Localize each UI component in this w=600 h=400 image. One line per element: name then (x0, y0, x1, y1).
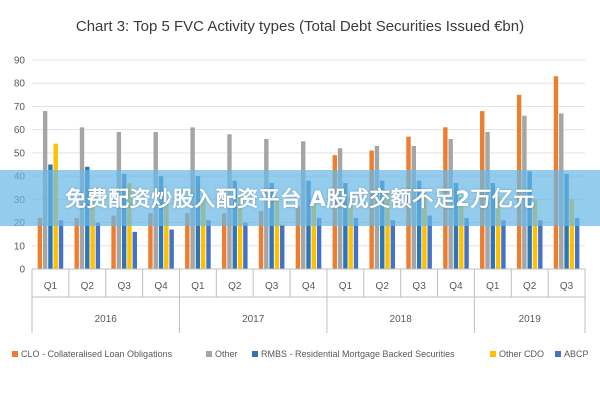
bar-rmbs (343, 183, 348, 269)
x-tick-label: Q1 (339, 281, 353, 292)
legend-swatch-rmbs (252, 351, 258, 357)
legend-swatch-abcp (555, 351, 561, 357)
promo-banner-text: 免费配资炒股入配资平台 A股成交额不足2万亿元 (65, 187, 535, 211)
y-tick-label: 70 (14, 102, 26, 113)
y-tick-label: 80 (14, 79, 26, 90)
bar-abcp (538, 220, 543, 269)
legend-label-rmbs: RMBS - Residential Mortgage Backed Secur… (261, 349, 455, 359)
legend-swatch-cdo (490, 351, 496, 357)
bar-rmbs (453, 183, 459, 269)
chart-title: Chart 3: Top 5 FVC Activity types (Total… (76, 18, 524, 35)
x-tick-label: Q2 (81, 281, 95, 292)
x-tick-label: Q4 (154, 281, 168, 292)
bar-rmbs (269, 183, 274, 269)
bar-cdo (201, 199, 206, 269)
y-tick-label: 10 (14, 241, 26, 252)
bar-clo (37, 217, 43, 269)
y-tick-label: 0 (19, 265, 25, 276)
x-tick-label: Q3 (560, 281, 574, 292)
bar-clo (74, 217, 79, 269)
bar-cdo (569, 199, 575, 269)
bar-abcp (574, 217, 580, 269)
bar-cdo (348, 197, 353, 269)
bar-cdo (274, 197, 280, 269)
bar-abcp (169, 229, 174, 269)
bar-abcp (501, 220, 506, 269)
x-tick-label: Q2 (228, 281, 242, 292)
legend-swatch-other (206, 351, 212, 357)
year-label: 2018 (390, 314, 413, 325)
y-axis-ticks: 0102030405060708090 (14, 56, 26, 276)
year-label: 2019 (519, 314, 542, 325)
bar-rmbs (490, 183, 496, 269)
bar-abcp (58, 220, 64, 269)
bar-cdo (532, 199, 538, 269)
x-tick-label: Q3 (265, 281, 279, 292)
x-tick-label: Q4 (302, 281, 316, 292)
bar-abcp (206, 220, 211, 269)
year-label: 2016 (95, 314, 118, 325)
bar-cdo (311, 199, 316, 269)
bar-abcp (427, 215, 432, 269)
bar-abcp (353, 217, 359, 269)
bar-cdo (459, 197, 464, 269)
bar-abcp (243, 222, 248, 269)
year-label: 2017 (242, 314, 265, 325)
bar-cdo (127, 183, 132, 269)
bar-abcp (132, 231, 137, 269)
y-tick-label: 60 (14, 125, 26, 136)
legend-label-clo: CLO - Collateralised Loan Obligations (21, 349, 173, 359)
x-tick-label: Q4 (449, 281, 463, 292)
bar-clo (148, 213, 153, 269)
bar-clo (295, 206, 301, 269)
bar-clo (258, 210, 264, 269)
bar-clo (221, 213, 227, 269)
x-tick-label: Q1 (191, 281, 205, 292)
legend-label-cdo: Other CDO (499, 349, 544, 359)
bar-cdo (385, 192, 390, 269)
bar-abcp (390, 220, 396, 269)
bar-abcp (464, 217, 469, 269)
legend-label-other: Other (215, 349, 238, 359)
x-tick-label: Q2 (523, 281, 537, 292)
promo-banner[interactable]: 免费配资炒股入配资平台 A股成交额不足2万亿元 (0, 170, 600, 226)
x-tick-label: Q2 (376, 281, 390, 292)
y-tick-label: 50 (14, 148, 26, 159)
x-tick-label: Q3 (412, 281, 426, 292)
bar-clo (111, 215, 116, 269)
bar-abcp (316, 217, 322, 269)
x-tick-label: Q1 (44, 281, 58, 292)
bar-abcp (280, 224, 285, 269)
x-axis: Q1 Q2 Q3 Q4 Q1 Q2 Q3 Q4 Q1 Q2 Q3 Q4 Q1 Q2 Q3 2016 2017 20… (31, 268, 586, 333)
bar-cdo (237, 194, 243, 269)
legend-label-abcp: ABCP (564, 349, 589, 359)
bar-cdo (495, 197, 501, 269)
bar-cdo (422, 192, 427, 269)
bar-clo (185, 213, 190, 269)
bar-abcp (95, 222, 101, 269)
y-tick-label: 90 (14, 56, 26, 67)
x-tick-label: Q1 (486, 281, 500, 292)
x-tick-label: Q3 (117, 281, 131, 292)
legend-swatch-clo (12, 351, 18, 357)
bar-cdo (90, 197, 95, 269)
legend: CLO - Collateralised Loan Obligations Oth… (12, 349, 589, 359)
bar-cdo (164, 199, 169, 269)
